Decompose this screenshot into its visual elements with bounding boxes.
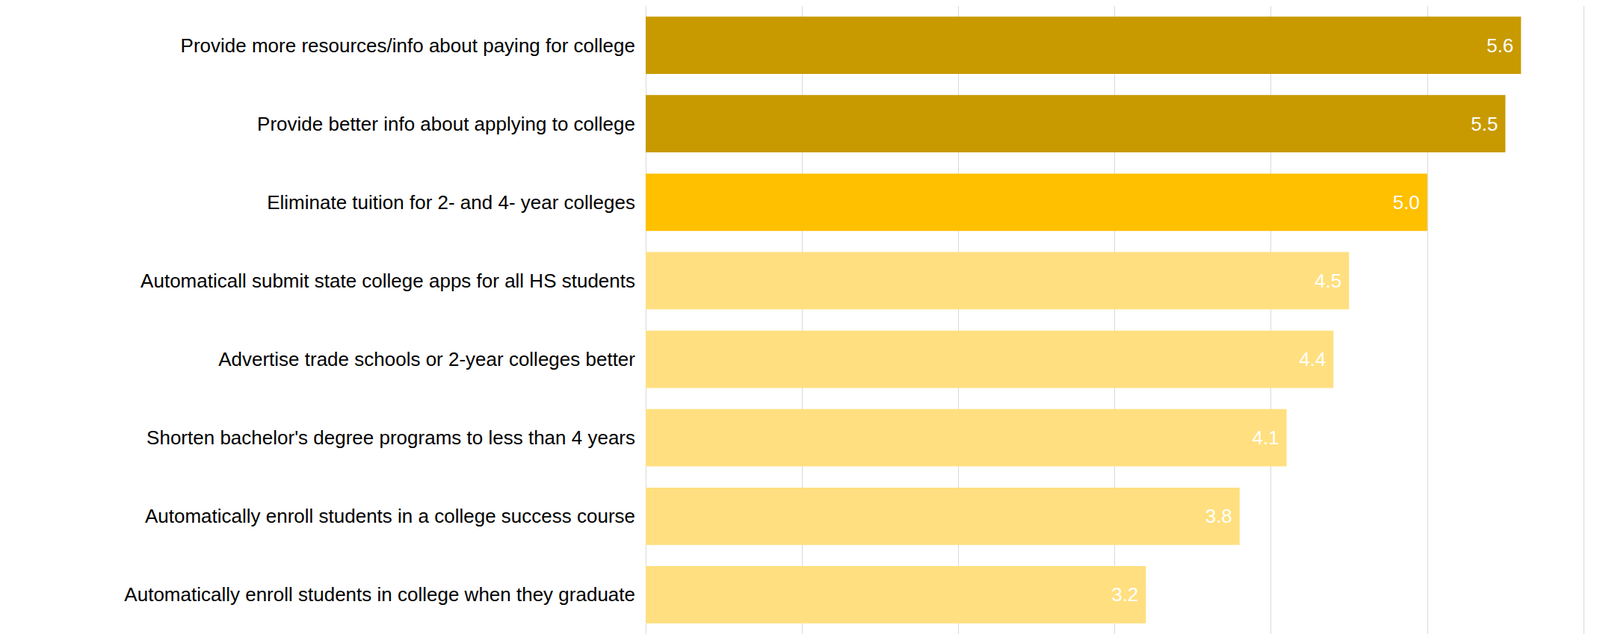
svg-text:3.8: 3.8 bbox=[1205, 505, 1233, 528]
svg-text:Provide better info about appl: Provide better info about applying to co… bbox=[257, 112, 636, 136]
svg-text:Eliminate tuition for 2- and 4: Eliminate tuition for 2- and 4- year col… bbox=[266, 191, 636, 214]
svg-text:4.1: 4.1 bbox=[1251, 426, 1279, 450]
svg-text:Automatically enroll students: Automatically enroll students in college… bbox=[124, 583, 636, 607]
svg-text:5.6: 5.6 bbox=[1486, 34, 1514, 57]
svg-text:Advertise trade schools or 2-y: Advertise trade schools or 2-year colleg… bbox=[218, 348, 636, 371]
svg-text:Provide more resources/info ab: Provide more resources/info about paying… bbox=[180, 34, 636, 57]
svg-text:5.0: 5.0 bbox=[1392, 191, 1420, 214]
svg-text:4.5: 4.5 bbox=[1314, 269, 1342, 293]
svg-text:3.2: 3.2 bbox=[1111, 583, 1139, 607]
svg-text:Shorten bachelor's degree prog: Shorten bachelor's degree programs to le… bbox=[146, 426, 636, 450]
svg-text:Automaticall submit state coll: Automaticall submit state college apps f… bbox=[140, 269, 636, 293]
svg-text:4.4: 4.4 bbox=[1298, 348, 1326, 371]
svg-text:5.5: 5.5 bbox=[1470, 112, 1498, 136]
svg-text:Automatically enroll students: Automatically enroll students in a colle… bbox=[144, 505, 636, 528]
